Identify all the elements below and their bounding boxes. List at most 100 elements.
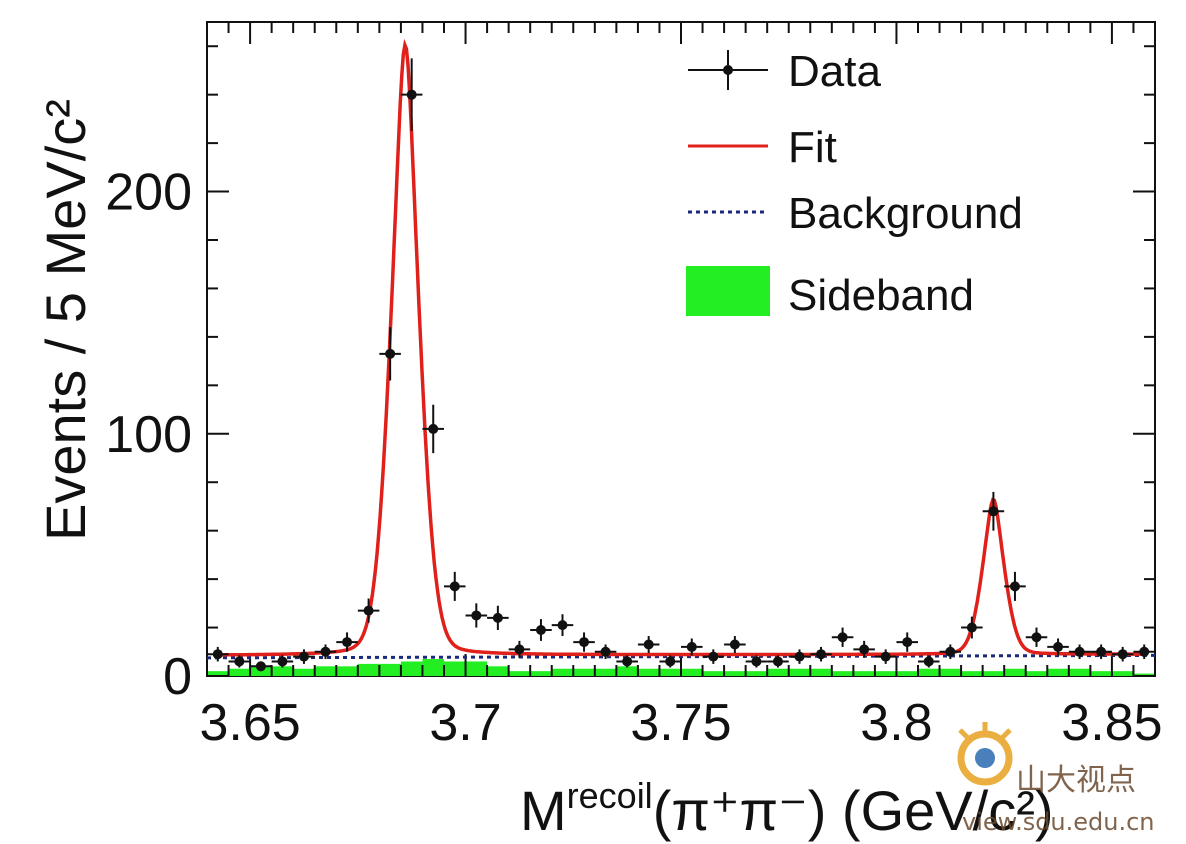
data-point — [487, 605, 509, 630]
data-point-marker — [1031, 632, 1042, 643]
sideband-bar — [1004, 668, 1026, 676]
sideband-bar — [1090, 671, 1112, 676]
data-point-marker — [923, 656, 934, 667]
data-point — [1068, 644, 1091, 660]
data-point-marker — [1053, 641, 1064, 652]
sideband-bar — [788, 668, 811, 676]
data-point-marker — [988, 506, 999, 517]
data-point — [207, 646, 229, 662]
sideband-bar — [724, 671, 746, 676]
data-point — [336, 632, 358, 652]
data-point — [250, 661, 272, 672]
data-points — [207, 58, 1155, 672]
data-point — [659, 655, 681, 668]
tick-labels: 3.65 3.7 3.75 3.8 3.85 0 100 200 — [105, 164, 1162, 752]
data-point-marker — [363, 605, 374, 616]
data-point — [1090, 644, 1112, 660]
data-point-marker — [880, 651, 891, 662]
x-axis-title: Mrecoil(π⁺π⁻) (GeV/c²) — [520, 775, 1054, 842]
data-point — [293, 649, 315, 664]
data-point-marker — [1009, 581, 1020, 592]
data-point — [1133, 644, 1155, 660]
data-point — [400, 58, 423, 131]
legend-entry-data: Data — [688, 47, 881, 96]
sideband-bar — [551, 668, 574, 676]
sideband-bar — [465, 661, 488, 676]
data-point — [702, 649, 725, 664]
sideband-bar — [508, 671, 531, 676]
data-point-marker — [686, 641, 697, 652]
data-point — [422, 404, 444, 454]
sideband-bar — [1025, 671, 1048, 676]
data-point — [853, 640, 875, 658]
data-point-marker — [665, 656, 676, 667]
sideband-bar — [530, 671, 552, 676]
data-point — [896, 632, 918, 652]
sideband-bar — [896, 671, 918, 676]
data-point — [767, 655, 789, 668]
data-point — [637, 636, 660, 653]
x-tick-label: 3.8 — [860, 694, 932, 752]
sideband-bar — [207, 671, 229, 676]
data-point — [1025, 627, 1048, 647]
data-point — [724, 636, 746, 653]
x-tick-label: 3.7 — [429, 694, 501, 752]
axis-ticks — [206, 22, 1156, 677]
x-tick-label: 3.85 — [1061, 694, 1162, 752]
data-point — [1111, 646, 1134, 662]
background-curve — [206, 653, 1156, 660]
data-point — [810, 646, 832, 662]
legend-entry-background: Background — [688, 189, 1023, 238]
y-tick-label: 0 — [163, 648, 192, 706]
data-point — [228, 655, 251, 668]
data-point — [982, 491, 1005, 531]
sideband-bar — [1133, 673, 1155, 676]
sideband-bar — [853, 671, 875, 676]
data-point-marker — [579, 637, 590, 648]
data-point-marker — [966, 622, 977, 633]
sideband-bar — [810, 668, 832, 676]
data-point — [379, 327, 401, 381]
data-point — [831, 627, 854, 647]
data-point — [465, 603, 488, 628]
x-tick-label: 3.75 — [630, 694, 731, 752]
legend-entry-fit: Fit — [688, 123, 837, 172]
data-point-marker — [816, 649, 827, 660]
data-point — [616, 655, 638, 668]
data-point — [788, 649, 811, 664]
data-point — [357, 598, 380, 623]
sideband-bar — [271, 666, 294, 676]
data-point-marker — [751, 656, 762, 667]
sideband-bar — [594, 668, 617, 676]
data-point-marker — [729, 639, 740, 650]
data-point — [314, 644, 337, 660]
sideband-bar — [961, 671, 983, 676]
data-point-marker — [1139, 646, 1150, 657]
data-point-marker — [837, 632, 848, 643]
data-point — [594, 644, 617, 660]
data-point — [939, 644, 962, 660]
data-point — [444, 571, 466, 601]
plot-frame — [206, 21, 1156, 677]
data-point-marker — [449, 581, 460, 592]
data-point-marker — [514, 644, 525, 655]
data-point-marker — [902, 637, 913, 648]
data-point-marker — [320, 646, 331, 657]
data-point-marker — [557, 620, 568, 631]
data-point-marker — [298, 651, 309, 662]
data-point-marker — [471, 610, 482, 621]
sideband-bar — [487, 666, 509, 676]
data-point-marker — [859, 644, 870, 655]
data-point — [508, 640, 531, 658]
data-point-marker — [428, 423, 439, 434]
sideband-bar — [293, 668, 315, 676]
sideband-bar — [379, 663, 401, 676]
data-point-marker — [772, 656, 783, 667]
data-point — [551, 614, 574, 637]
y-axis-title: Events / 5 MeV/c² — [34, 99, 97, 541]
data-point — [1004, 571, 1026, 601]
sideband-bar — [444, 661, 466, 676]
sideband-bar — [422, 659, 444, 676]
legend-label-background: Background — [788, 189, 1023, 238]
